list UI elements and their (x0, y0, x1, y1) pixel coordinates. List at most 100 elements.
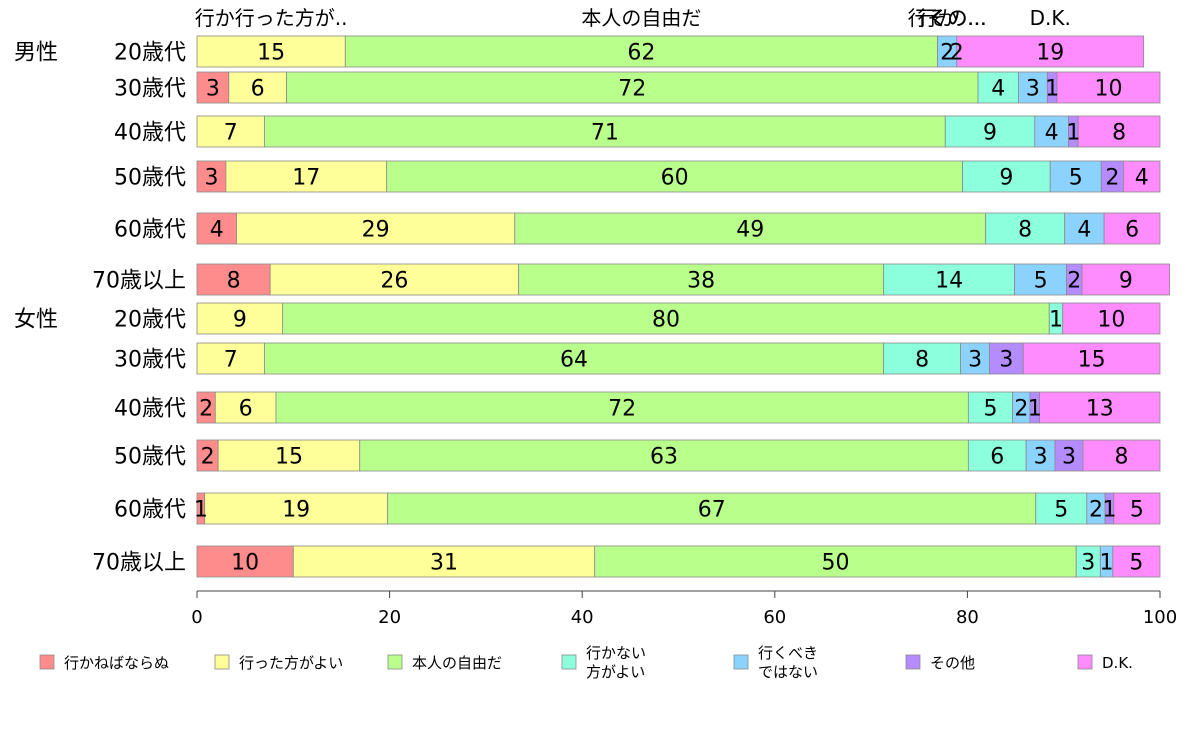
segment-value-label: 2 (950, 41, 964, 66)
legend-swatch (39, 654, 55, 670)
bar-segment (359, 439, 969, 472)
bar-segment (196, 35, 346, 68)
segment-value-label: 2 (940, 41, 954, 66)
bar-segment (883, 263, 1015, 296)
segment-value-label: 5 (1054, 498, 1068, 523)
bar-segment (228, 71, 287, 104)
bar-segment (275, 391, 969, 424)
bar-segment (344, 35, 938, 68)
row-label: 20歳代 (114, 41, 186, 66)
segment-value-label: 3 (1081, 551, 1095, 576)
bar-segment (196, 212, 237, 245)
segment-value-label: 60 (661, 166, 689, 191)
bar-segment (292, 545, 596, 578)
segment-value-label: 5 (1069, 166, 1083, 191)
legend-swatch (214, 654, 230, 670)
segment-value-label: 4 (1045, 121, 1059, 146)
top-series-label: D.K. (1030, 6, 1071, 30)
segment-value-label: 64 (560, 348, 588, 373)
segment-value-label: 13 (1086, 397, 1114, 422)
bar-segment (1113, 492, 1161, 525)
bar-segment (204, 492, 389, 525)
segment-value-label: 2 (1014, 397, 1028, 422)
bars (196, 35, 1171, 578)
segment-value-label: 26 (380, 269, 408, 294)
segment-value-label: 3 (1034, 445, 1048, 470)
segment-value-label: 1 (194, 498, 208, 523)
segment-value-label: 1 (1100, 551, 1114, 576)
bar-segment (196, 71, 230, 104)
segment-value-label: 3 (206, 77, 220, 102)
segment-value-label: 9 (1119, 269, 1133, 294)
segment-value-label: 3 (1062, 445, 1076, 470)
bar-segment (386, 160, 963, 193)
bar-segment (594, 545, 1077, 578)
x-tick-label: 80 (956, 607, 979, 628)
segment-value-label: 10 (231, 551, 259, 576)
segment-value-label: 1 (1102, 498, 1116, 523)
segment-value-label: 6 (990, 445, 1004, 470)
segment-value-label: 8 (1018, 218, 1032, 243)
segment-value-label: 4 (1135, 166, 1149, 191)
legend-label: D.K. (1102, 654, 1133, 672)
segment-value-label: 17 (292, 166, 320, 191)
group-label: 男性 (14, 41, 58, 66)
segment-value-label: 3 (999, 348, 1013, 373)
segment-value-label: 72 (618, 77, 646, 102)
segment-value-label: 15 (257, 41, 285, 66)
segment-value-label: 8 (227, 269, 241, 294)
segment-labels: 15 62 22 193 6 72 4 3 1 107 71 9 4 1 83 17 60 9 5 2 44 29 49 8 4… (194, 41, 1149, 576)
segment-value-label: 9 (233, 308, 247, 333)
bar-segment (977, 71, 1019, 104)
bar-segment (264, 115, 946, 148)
segment-value-label: 8 (1112, 121, 1126, 146)
bar-segment (1064, 212, 1105, 245)
bar-segment (1035, 492, 1088, 525)
bar-segment (225, 160, 388, 193)
bar-segment (1112, 545, 1161, 578)
segment-value-label: 10 (1097, 308, 1125, 333)
bar-segment (967, 439, 1027, 472)
row-label: 50歳代 (114, 166, 186, 191)
segment-value-label: 5 (1129, 551, 1143, 576)
segment-value-label: 10 (1094, 77, 1122, 102)
segment-value-label: 4 (1077, 218, 1091, 243)
segment-value-label: 6 (239, 397, 253, 422)
segment-value-label: 15 (275, 445, 303, 470)
bar-segment (962, 160, 1051, 193)
row-label: 30歳代 (114, 77, 186, 102)
segment-value-label: 6 (1125, 218, 1139, 243)
legend-label: その他 (930, 654, 975, 672)
bar-segment (196, 160, 227, 193)
x-tick-label: 0 (191, 607, 202, 628)
segment-value-label: 7 (224, 121, 238, 146)
bar-segment (883, 342, 962, 375)
x-tick-label: 100 (1143, 607, 1177, 628)
row-label: 60歳代 (114, 218, 186, 243)
bar-segment (196, 115, 265, 148)
legend-swatch (733, 654, 749, 670)
legend: 行かねばならぬ 行った方がよい 本人の自由だ 行かない方がよい 行くべきではない その他 D… (39, 644, 1133, 681)
segment-value-label: 2 (199, 397, 213, 422)
segment-value-label: 19 (1036, 41, 1064, 66)
row-label: 70歳以上 (92, 551, 186, 576)
legend-swatch (561, 654, 577, 670)
bar-segment (956, 35, 1145, 68)
bar-segment (1123, 160, 1161, 193)
segment-value-label: 19 (282, 498, 310, 523)
segment-value-label: 80 (652, 308, 680, 333)
bar-segment (286, 71, 979, 104)
segment-value-label: 1 (1045, 77, 1059, 102)
segment-value-label: 1 (1066, 121, 1080, 146)
segment-value-label: 1 (1049, 308, 1063, 333)
row-label: 70歳以上 (92, 269, 186, 294)
segment-value-label: 9 (999, 166, 1013, 191)
top-series-label: 本人の自由だ (581, 6, 701, 30)
segment-value-label: 8 (1114, 445, 1128, 470)
row-label: 40歳代 (114, 121, 186, 146)
x-tick-label: 20 (378, 607, 401, 628)
segment-value-label: 9 (983, 121, 997, 146)
bar-segment (214, 391, 277, 424)
